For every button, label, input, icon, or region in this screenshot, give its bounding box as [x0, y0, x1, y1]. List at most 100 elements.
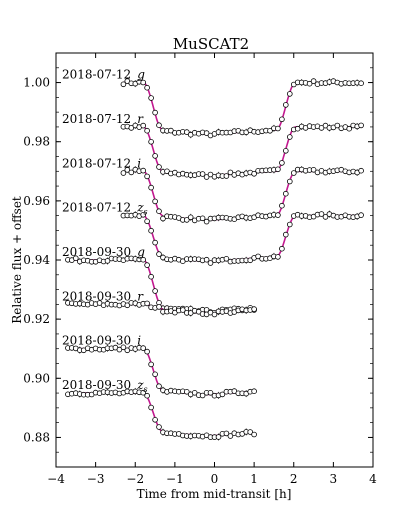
data-point: [144, 262, 150, 268]
data-point: [318, 211, 325, 217]
data-point: [152, 198, 158, 205]
y-tick-label: 0.94: [23, 253, 50, 267]
data-point: [140, 389, 147, 396]
data-point: [199, 392, 206, 399]
data-point: [140, 167, 147, 174]
data-point: [156, 208, 162, 215]
data-point: [144, 392, 150, 399]
data-point: [124, 302, 131, 309]
data-point: [207, 389, 214, 396]
data-point: [156, 164, 162, 170]
series-band: r: [137, 289, 144, 303]
data-point: [152, 153, 158, 159]
data-point: [358, 122, 364, 129]
data-point: [275, 125, 281, 132]
series-label: 2018-07-12 i: [62, 156, 141, 170]
x-tick-label: 4: [369, 472, 377, 486]
data-point: [310, 78, 317, 84]
data-point: [199, 215, 206, 222]
data-point: [184, 129, 190, 135]
light-curve-series: [120, 78, 364, 139]
data-point: [223, 173, 230, 179]
data-point: [148, 184, 154, 191]
data-point: [282, 148, 289, 154]
data-point: [140, 345, 147, 351]
data-point: [219, 391, 226, 398]
light-curve-series: [120, 210, 364, 266]
data-point: [199, 171, 206, 177]
series-band: z: [136, 201, 144, 215]
data-point: [286, 178, 293, 185]
data-point: [251, 388, 257, 395]
data-point: [148, 361, 154, 368]
data-point: [140, 79, 147, 86]
data-point: [124, 347, 131, 354]
data-point: [144, 218, 150, 225]
data-point: [251, 171, 257, 177]
data-point: [156, 304, 162, 310]
light-curve-series: [65, 344, 257, 399]
data-point: [184, 388, 190, 395]
data-point: [148, 404, 154, 411]
series-band-subscript: s: [144, 385, 148, 394]
data-point: [279, 160, 285, 166]
data-point: [128, 125, 135, 131]
data-point: [247, 257, 254, 264]
y-tick-label: 0.92: [23, 312, 50, 326]
data-point: [318, 125, 325, 131]
series-band: i: [137, 334, 141, 348]
data-point: [148, 227, 154, 234]
data-point: [282, 231, 289, 238]
x-tick-label: −2: [126, 472, 144, 486]
y-tick-label: 1.00: [23, 76, 50, 90]
data-point: [227, 169, 234, 176]
data-point: [346, 125, 353, 132]
data-point: [144, 127, 150, 134]
series-date: 2018-07-12: [62, 112, 131, 126]
x-tick-label: 1: [250, 472, 258, 486]
data-point: [282, 190, 289, 197]
data-point: [322, 214, 329, 220]
data-point: [310, 167, 317, 173]
data-point: [223, 255, 230, 262]
data-point: [152, 239, 158, 246]
light-curve-series: [65, 299, 257, 318]
data-point: [73, 255, 79, 262]
data-point: [279, 245, 285, 252]
data-point: [207, 260, 214, 266]
data-point: [104, 258, 111, 264]
data-point: [180, 307, 186, 313]
data-point: [290, 170, 297, 176]
y-tick-label: 0.98: [23, 135, 50, 149]
chart-title: MuSCAT2: [173, 35, 249, 53]
data-point: [223, 430, 230, 437]
data-point: [191, 389, 198, 396]
series-band: i: [137, 156, 141, 170]
series-date: 2018-09-30: [62, 334, 131, 348]
data-point: [120, 170, 127, 176]
data-point: [267, 128, 273, 134]
series-label: 2018-07-12 g: [62, 68, 145, 82]
x-tick-label: 3: [330, 472, 338, 486]
series-band: r: [137, 112, 144, 126]
series-label: 2018-09-30 r: [62, 289, 144, 303]
data-point: [286, 91, 293, 97]
data-point: [275, 166, 281, 173]
plot-area: [65, 78, 364, 441]
data-point: [156, 122, 162, 128]
series-date: 2018-09-30: [62, 245, 131, 259]
series-label: 2018-07-12 zs: [62, 201, 148, 217]
data-point: [279, 202, 285, 209]
data-point: [255, 253, 261, 260]
y-tick-label: 0.88: [23, 430, 50, 444]
data-point: [144, 84, 150, 91]
x-axis: −4 −3 −2 −1 0 1 2 3 4: [47, 53, 377, 486]
series-band: z: [136, 378, 144, 392]
y-tick-label: 0.96: [23, 194, 50, 208]
data-point: [152, 109, 158, 116]
x-tick-label: −4: [47, 472, 65, 486]
data-point: [152, 288, 158, 294]
series-date: 2018-07-12: [62, 156, 131, 170]
